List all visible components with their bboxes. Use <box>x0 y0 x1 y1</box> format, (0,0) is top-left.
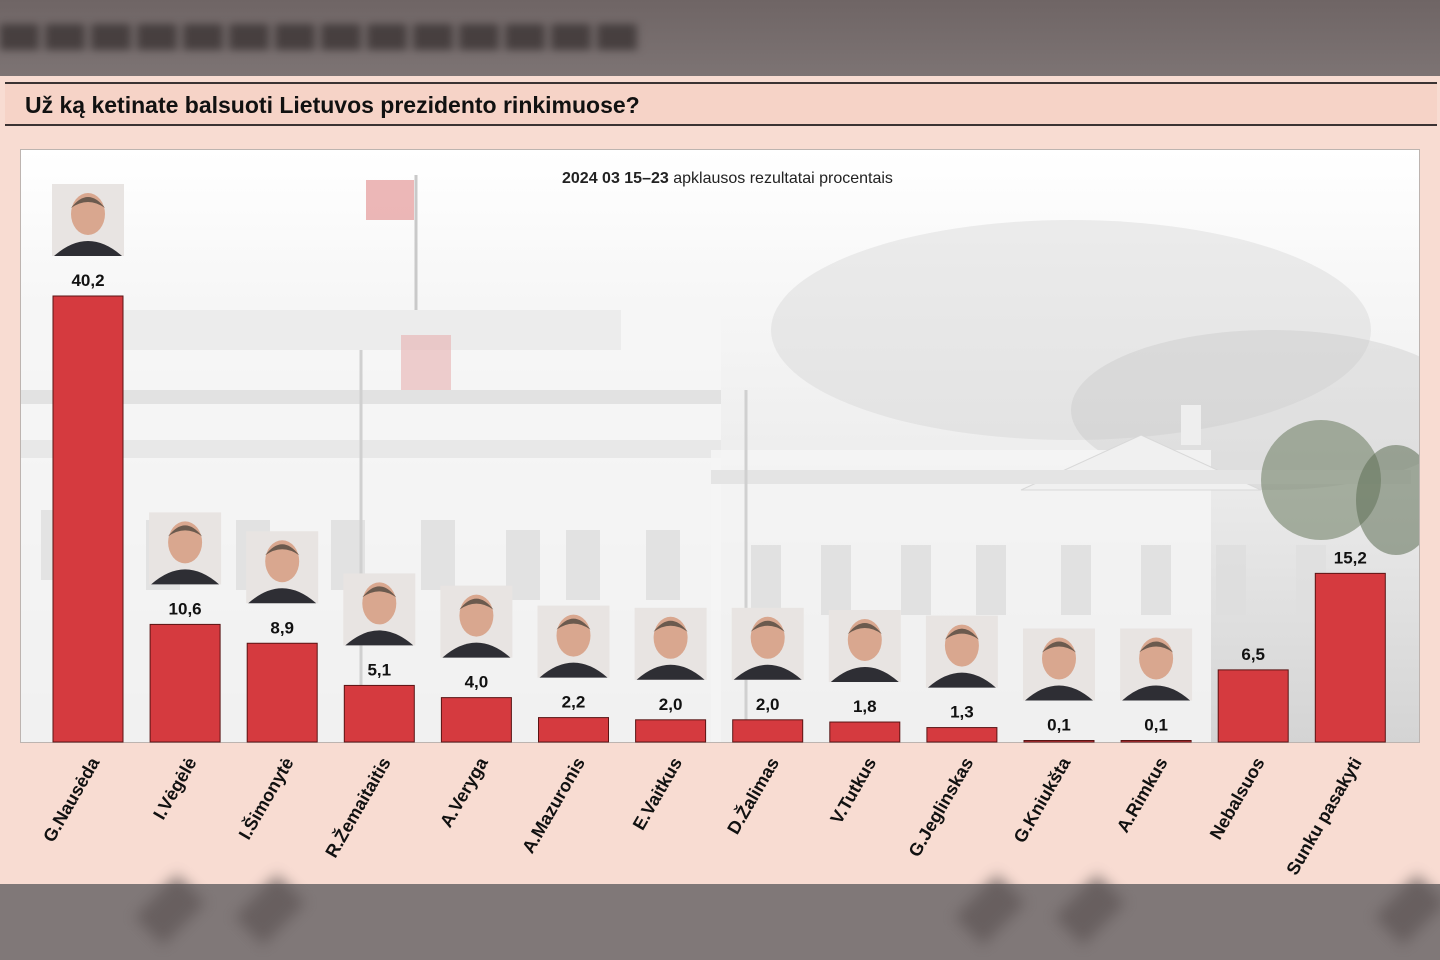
value-label: 0,1 <box>1047 716 1071 735</box>
category-label: V.Tutkus <box>826 754 880 827</box>
bar-5 <box>538 717 609 743</box>
category-label: A.Rimkus <box>1113 754 1172 836</box>
category-label: E.Vaitkus <box>629 754 686 833</box>
chart-subtitle: 2024 03 15–23 apklausos rezultatai proce… <box>562 170 893 188</box>
value-label: 1,8 <box>853 697 877 716</box>
footer-background <box>0 884 1440 960</box>
bar-4 <box>440 697 512 743</box>
category-label: A.Veryga <box>436 753 492 831</box>
candidate-portrait <box>1120 628 1193 701</box>
category-label: G.Kniukšta <box>1010 753 1075 846</box>
value-label: 6,5 <box>1241 645 1265 664</box>
candidate-portrait <box>925 615 998 688</box>
category-label: I.Vėgėlė <box>149 754 200 823</box>
category-label: G.Nausėda <box>39 753 104 845</box>
subtitle-text: apklausos rezultatai procentais <box>673 170 893 187</box>
bar-6 <box>635 719 707 743</box>
category-label: A.Mazuronis <box>518 754 589 857</box>
bar-chart: 40,2 G.Nausėda 10,6 I.Vėgėlė 8,9 I.Šimonytė 5,… <box>39 184 1386 878</box>
bar-7 <box>732 719 804 743</box>
candidate-portrait <box>1023 628 1095 701</box>
category-label: Sunku pasakyti <box>1282 754 1365 878</box>
value-label: 40,2 <box>71 271 104 290</box>
candidate-portrait <box>634 607 707 680</box>
bar-12 <box>1217 669 1289 743</box>
value-label: 2,2 <box>562 693 586 712</box>
value-label: 1,3 <box>950 703 974 722</box>
chart-title: Už ką ketinate balsuoti Lietuvos prezide… <box>25 92 640 118</box>
candidate-portrait <box>343 573 416 646</box>
candidate-portrait <box>440 585 513 658</box>
bar-8 <box>829 721 901 743</box>
bar-2 <box>246 642 318 743</box>
value-label: 2,0 <box>756 695 780 714</box>
bar-3 <box>343 684 415 743</box>
value-label: 10,6 <box>169 599 202 618</box>
value-label: 0,1 <box>1144 716 1168 735</box>
category-label: R.Žemaitaitis <box>321 754 395 862</box>
category-label: G.Jeglinskas <box>905 754 978 860</box>
title-bar: Už ką ketinate balsuoti Lietuvos prezide… <box>5 82 1437 126</box>
bar-0 <box>52 295 124 743</box>
value-label: 15,2 <box>1334 548 1367 567</box>
bar-9 <box>926 727 998 743</box>
value-label: 4,0 <box>465 673 489 692</box>
value-label: 8,9 <box>270 618 294 637</box>
candidate-portrait <box>731 607 804 680</box>
bar-1 <box>149 623 221 743</box>
candidate-portrait <box>246 531 319 604</box>
category-label: I.Šimonytė <box>234 754 298 843</box>
bar-10 <box>1023 740 1095 743</box>
candidate-portrait <box>828 610 901 683</box>
value-label: 2,0 <box>659 695 683 714</box>
blurred-header-text <box>0 24 640 50</box>
candidate-portrait <box>149 512 222 585</box>
candidate-portrait <box>537 605 610 678</box>
bar-13 <box>1314 572 1386 743</box>
value-label: 5,1 <box>367 660 391 679</box>
subtitle-date: 2024 03 15–23 <box>562 170 669 187</box>
candidate-portrait <box>52 184 124 256</box>
bar-11 <box>1120 740 1192 743</box>
category-label: Nebalsuos <box>1206 754 1269 843</box>
category-label: D.Žalimas <box>722 754 783 838</box>
